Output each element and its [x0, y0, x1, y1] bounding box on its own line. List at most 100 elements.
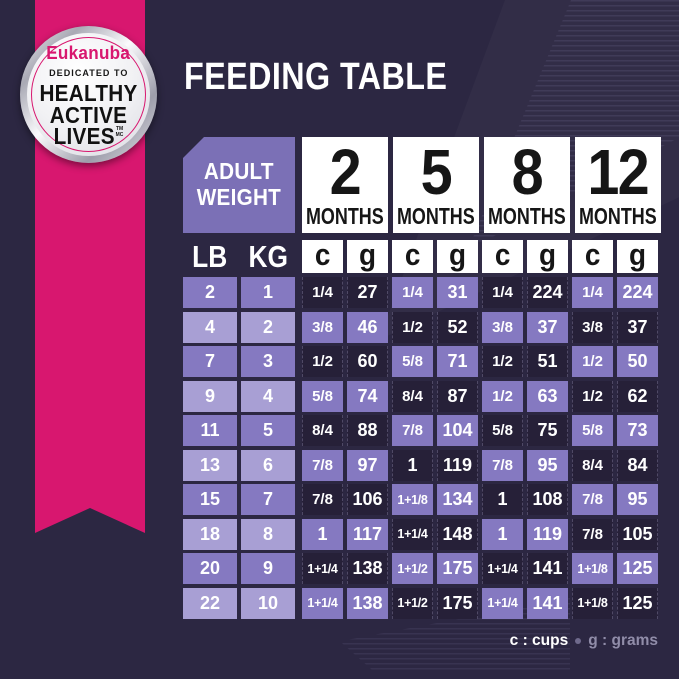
grams-cell: 104	[437, 415, 478, 446]
month-number: 5	[420, 136, 453, 209]
cups-cell: 1+1/4	[482, 553, 523, 584]
page-title: FEEDING TABLE	[184, 56, 448, 98]
grams-cell: 106	[347, 484, 388, 515]
cups-cell: 3/8	[302, 311, 343, 343]
table-header-row: ADULT WEIGHT 2 MONTHS 5 MONTHS 8 MONTHS 12 MONT…	[183, 137, 661, 233]
cups-cell: 1	[302, 518, 343, 550]
weight-lb-cell: 15	[183, 484, 237, 515]
grams-cell: 125	[617, 587, 658, 619]
cups-cell: 8/4	[302, 415, 343, 446]
weight-lb-cell: 22	[183, 587, 237, 619]
weight-kg-cell: 8	[241, 518, 295, 550]
grams-cell: 95	[527, 449, 568, 481]
cups-legend-label: c : cups	[509, 632, 569, 649]
unit-header-grams: g	[437, 240, 478, 273]
cups-cell: 7/8	[302, 449, 343, 481]
cups-cell: 1+1/4	[482, 587, 523, 619]
trademark-mark: TM MC	[115, 126, 124, 138]
badge-slogan: HEALTHY ACTIVE LIVES TM MC	[39, 80, 138, 150]
unit-header-grams: g	[347, 240, 388, 273]
table-subheader-row: LB KG c g c g c g c g	[183, 238, 661, 274]
weight-header-kg: KG	[248, 238, 288, 274]
badge-slogan-line2: ACTIVE	[49, 101, 128, 128]
table-row: 15 7 7/8 106 1+1/8 134 1 108 7/8 95	[183, 484, 661, 515]
grams-cell: 224	[617, 277, 658, 308]
grams-cell: 75	[527, 415, 568, 446]
weight-kg-cell: 2	[241, 311, 295, 343]
cups-cell: 1/2	[572, 380, 613, 412]
weight-kg-cell: 1	[241, 277, 295, 308]
cups-cell: 7/8	[392, 415, 433, 446]
grams-cell: 175	[437, 587, 478, 619]
legend-separator-dot	[575, 638, 582, 644]
weight-header-lb: LB	[192, 238, 228, 274]
cups-cell: 7/8	[572, 484, 613, 515]
month-label: MONTHS	[397, 203, 475, 229]
grams-cell: 134	[437, 484, 478, 515]
badge-tagline: DEDICATED TO	[48, 68, 129, 80]
cups-cell: 3/8	[572, 311, 613, 343]
unit-header-cups: c	[482, 240, 523, 273]
grams-cell: 108	[527, 484, 568, 515]
cups-cell: 5/8	[392, 346, 433, 377]
badge-slogan-line1: HEALTHY	[39, 80, 138, 107]
table-row: 22 10 1+1/4 138 1+1/2 175 1+1/4 141 1+1/8 125	[183, 587, 661, 619]
weight-kg-cell: 6	[241, 449, 295, 481]
weight-kg-cell: 9	[241, 553, 295, 584]
grams-cell: 73	[617, 415, 658, 446]
grams-cell: 37	[527, 311, 568, 343]
adult-weight-header: ADULT WEIGHT	[183, 137, 295, 233]
grams-cell: 141	[527, 587, 568, 619]
grams-cell: 119	[437, 449, 478, 481]
grams-cell: 52	[437, 311, 478, 343]
cups-cell: 7/8	[572, 518, 613, 550]
cups-cell: 1+1/2	[392, 553, 433, 584]
cups-cell: 1+1/8	[572, 553, 613, 584]
month-header-2: 2 MONTHS	[302, 137, 388, 233]
grams-cell: 97	[347, 449, 388, 481]
grams-cell: 63	[527, 380, 568, 412]
grams-cell: 50	[617, 346, 658, 377]
grams-cell: 27	[347, 277, 388, 308]
month-number: 12	[587, 136, 650, 209]
cups-cell: 1/4	[302, 277, 343, 308]
cups-cell: 8/4	[572, 449, 613, 481]
cups-cell: 1+1/4	[302, 587, 343, 619]
cups-cell: 1+1/2	[392, 587, 433, 619]
grams-cell: 46	[347, 311, 388, 343]
month-number: 2	[329, 136, 362, 209]
weight-lb-cell: 7	[183, 346, 237, 377]
table-row: 9 4 5/8 74 8/4 87 1/2 63 1/2 62	[183, 380, 661, 412]
grams-cell: 138	[347, 553, 388, 584]
units-legend: c : cups g : grams	[510, 632, 658, 650]
cups-cell: 5/8	[572, 415, 613, 446]
table-row: 18 8 1 117 1+1/4 148 1 119 7/8 105	[183, 518, 661, 550]
table-body: 2 1 1/4 27 1/4 31 1/4 224 1/4 224 4 2 3/8 46 1/2 52 3/8 3…	[183, 277, 661, 619]
grams-cell: 62	[617, 380, 658, 412]
grams-cell: 224	[527, 277, 568, 308]
unit-header-cups: c	[572, 240, 613, 273]
table-row: 20 9 1+1/4 138 1+1/2 175 1+1/4 141 1+1/8 125	[183, 553, 661, 584]
cups-cell: 8/4	[392, 380, 433, 412]
cups-cell: 1+1/8	[572, 587, 613, 619]
cups-cell: 1+1/4	[302, 553, 343, 584]
grams-cell: 119	[527, 518, 568, 550]
grams-cell: 117	[347, 518, 388, 550]
table-row: 2 1 1/4 27 1/4 31 1/4 224 1/4 224	[183, 277, 661, 308]
badge-slogan-line3: LIVES TM MC	[53, 123, 124, 150]
weight-kg-cell: 10	[241, 587, 295, 619]
table-row: 13 6 7/8 97 1 119 7/8 95 8/4 84	[183, 449, 661, 481]
weight-kg-cell: 4	[241, 380, 295, 412]
unit-header-grams: g	[617, 240, 658, 273]
table-row: 4 2 3/8 46 1/2 52 3/8 37 3/8 37	[183, 311, 661, 343]
grams-cell: 31	[437, 277, 478, 308]
cups-cell: 1	[482, 518, 523, 550]
grams-cell: 74	[347, 380, 388, 412]
month-header-5: 5 MONTHS	[393, 137, 479, 233]
table-row: 11 5 8/4 88 7/8 104 5/8 75 5/8 73	[183, 415, 661, 446]
cups-cell: 1/4	[392, 277, 433, 308]
grams-cell: 138	[347, 587, 388, 619]
weight-lb-cell: 9	[183, 380, 237, 412]
table-row: 7 3 1/2 60 5/8 71 1/2 51 1/2 50	[183, 346, 661, 377]
cups-cell: 1/2	[482, 380, 523, 412]
